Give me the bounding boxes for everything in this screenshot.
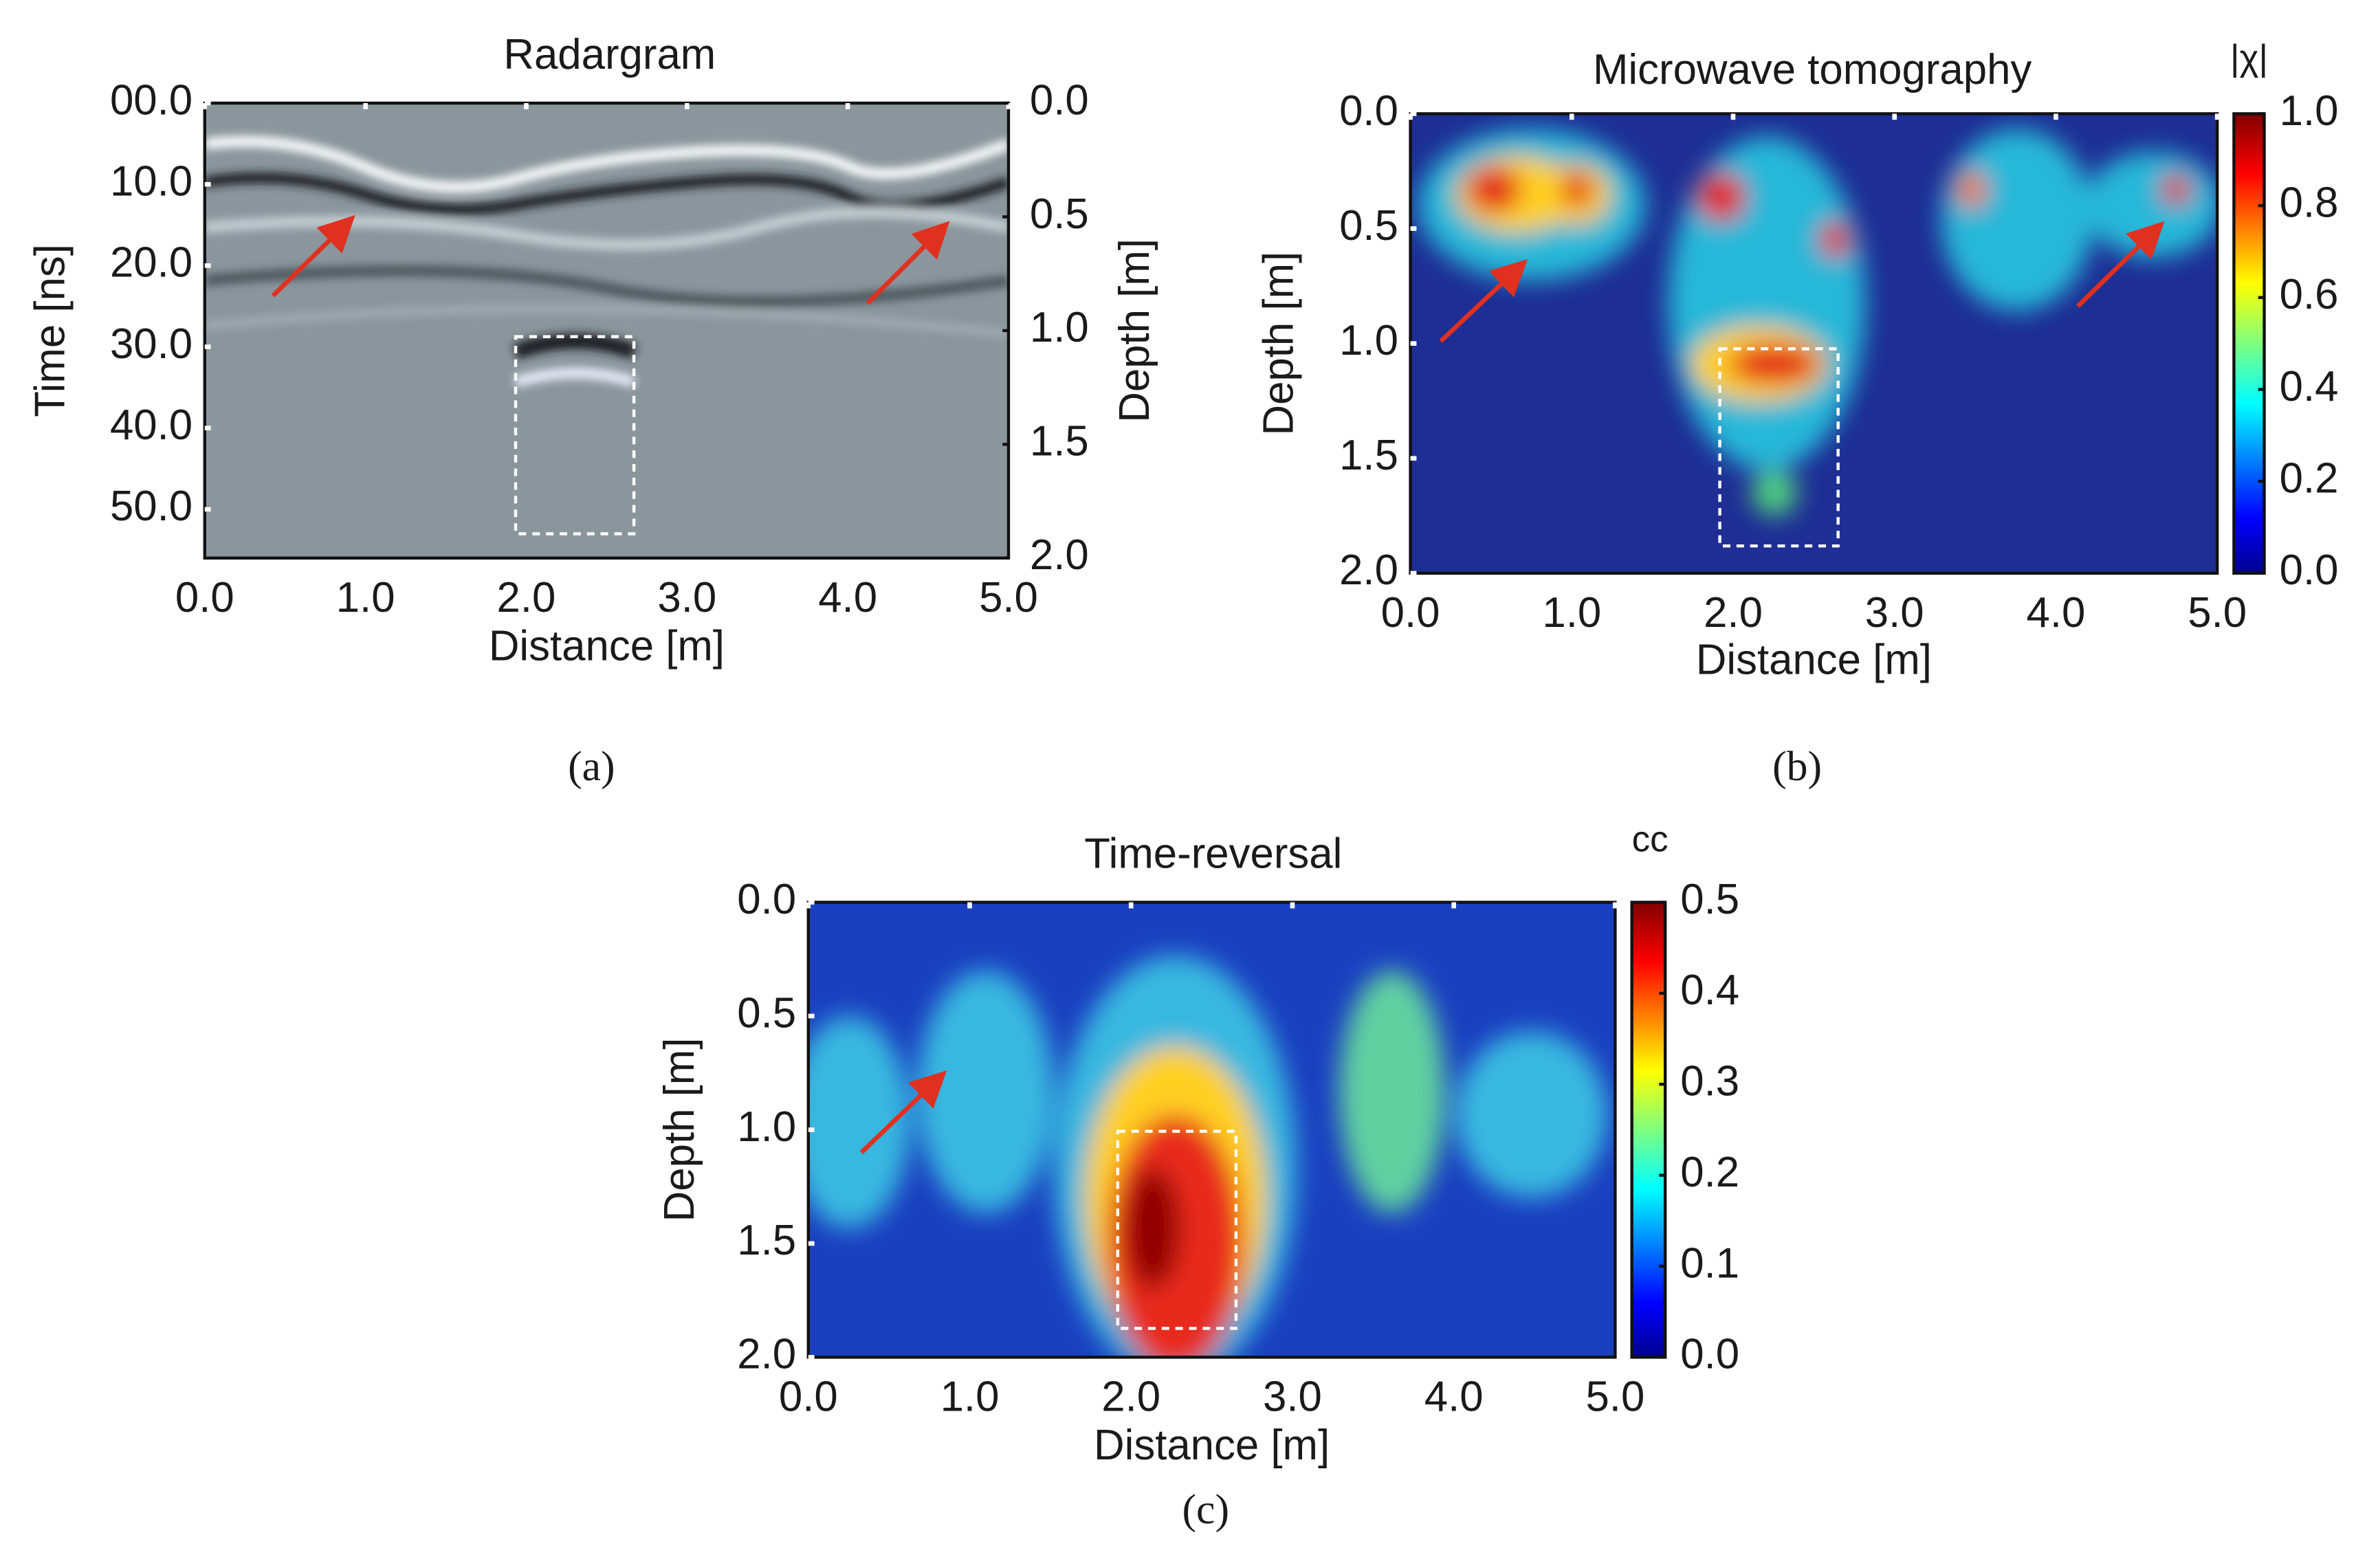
chart-title: Time-reversal (1084, 830, 1342, 878)
colorbar (2232, 112, 2266, 575)
y-tick-label: 1.5 (737, 1217, 796, 1264)
y2-tick-label: 0.0 (1030, 76, 1089, 124)
panel-label: (a) (568, 743, 615, 790)
x-tick-label: 0.0 (1381, 589, 1440, 637)
colorbar-tick-label: 0.1 (1680, 1239, 1739, 1287)
x-tick-label: 3.0 (657, 574, 716, 621)
colorbar (1630, 901, 1667, 1359)
colorbar-label: |χ| (2230, 38, 2268, 78)
heatmap-texture (808, 902, 1616, 1358)
x-tick-label: 1.0 (336, 574, 395, 621)
x-axis-label: Distance [m] (1094, 1422, 1330, 1469)
y-tick-label: 0.0 (1339, 87, 1398, 135)
x-tick-label: 1.0 (940, 1373, 1000, 1420)
y-axis-label: Time [ns] (27, 244, 74, 417)
y-tick-label: 00.0 (110, 76, 192, 124)
x-tick-label: 4.0 (818, 574, 877, 621)
x-axis-label: Distance [m] (489, 622, 725, 670)
colorbar-tick-label: 0.4 (1680, 967, 1739, 1014)
x-tick-label: 5.0 (2188, 589, 2247, 637)
colorbar-tick-label: 0.5 (1680, 876, 1739, 923)
annotation-box (514, 335, 1840, 1330)
y2-tick-label: 1.0 (1030, 304, 1089, 351)
chart-title: Microwave tomography (1593, 46, 2032, 93)
y-tick-label: 10.0 (110, 157, 192, 205)
colorbar-tick-label: 0.2 (1680, 1149, 1739, 1196)
colorbar-tick-label: 0.0 (2280, 546, 2339, 594)
y-tick-label: 0.0 (737, 876, 796, 923)
x-tick-label: 2.0 (1101, 1373, 1160, 1420)
y2-tick-label: 2.0 (1030, 531, 1089, 579)
x-tick-label: 5.0 (979, 574, 1038, 621)
x-tick-label: 1.0 (1542, 589, 1601, 637)
x-tick-label: 5.0 (1585, 1373, 1644, 1420)
colorbar-label: cc (1632, 819, 1669, 859)
colorbar-tick-label: 0.0 (1680, 1331, 1739, 1378)
heatmap-texture (1410, 113, 2218, 573)
x-tick-label: 0.0 (779, 1373, 838, 1420)
panel-label: (c) (1182, 1486, 1229, 1533)
x-tick-label: 0.0 (175, 574, 234, 621)
y2-tick-label: 1.5 (1030, 418, 1089, 465)
annotation-arrow (271, 214, 2165, 1154)
y2-axis-label: Depth [m] (1111, 239, 1158, 423)
colorbar-tick-label: 1.0 (2280, 87, 2339, 135)
y-tick-label: 2.0 (1339, 546, 1398, 594)
x-tick-label: 3.0 (1263, 1373, 1322, 1420)
y-tick-label: 0.5 (1339, 202, 1398, 250)
chart-title: Radargram (503, 31, 716, 78)
x-tick-label: 2.0 (497, 574, 556, 621)
y-axis-label: Depth [m] (1255, 252, 1302, 436)
x-tick-label: 2.0 (1704, 589, 1763, 637)
y-tick-label: 1.5 (1339, 432, 1398, 479)
y2-tick-label: 0.5 (1030, 190, 1089, 238)
y-tick-label: 30.0 (110, 320, 192, 368)
x-tick-label: 4.0 (2027, 589, 2086, 637)
colorbar-tick-label: 0.8 (2280, 179, 2339, 226)
y-tick-label: 0.5 (737, 989, 796, 1037)
y-tick-label: 1.0 (737, 1103, 796, 1151)
colorbar-tick-label: 0.2 (2280, 454, 2339, 502)
heatmap-texture (204, 103, 1009, 558)
x-tick-label: 4.0 (1424, 1373, 1484, 1420)
colorbar-tick-label: 0.4 (2280, 363, 2339, 410)
y-tick-label: 2.0 (737, 1331, 796, 1378)
y-axis-label: Depth [m] (656, 1038, 703, 1222)
panel-label: (b) (1772, 743, 1822, 790)
colorbar-tick-label: 0.6 (2280, 271, 2339, 318)
y-tick-label: 50.0 (110, 483, 192, 530)
colorbar-tick-label: 0.3 (1680, 1058, 1739, 1105)
x-axis-label: Distance [m] (1696, 636, 1932, 683)
y-tick-label: 40.0 (110, 401, 192, 449)
x-tick-label: 3.0 (1865, 589, 1924, 637)
y-tick-label: 20.0 (110, 239, 192, 287)
y-tick-label: 1.0 (1339, 317, 1398, 364)
